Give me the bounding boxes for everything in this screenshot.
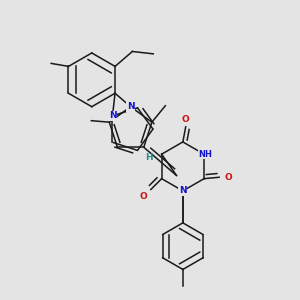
Text: O: O (224, 173, 232, 182)
Text: NH: NH (199, 150, 212, 159)
Text: N: N (109, 111, 116, 120)
Text: O: O (182, 115, 190, 124)
Text: O: O (140, 192, 148, 201)
Text: N: N (179, 186, 187, 195)
Text: H: H (145, 153, 153, 162)
Text: N: N (127, 102, 134, 111)
